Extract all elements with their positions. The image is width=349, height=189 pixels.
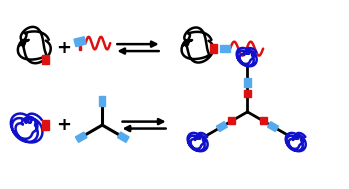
Polygon shape xyxy=(118,132,129,142)
Bar xyxy=(79,46,81,50)
Text: +: + xyxy=(56,39,71,57)
Bar xyxy=(42,120,49,130)
Bar xyxy=(43,55,50,64)
Bar xyxy=(244,90,251,97)
Polygon shape xyxy=(75,132,87,142)
Bar xyxy=(228,117,235,124)
Polygon shape xyxy=(99,96,105,106)
Polygon shape xyxy=(216,122,227,132)
Polygon shape xyxy=(74,37,86,47)
Bar xyxy=(210,44,217,53)
Text: +: + xyxy=(56,116,71,134)
Bar xyxy=(260,117,267,124)
Polygon shape xyxy=(244,78,251,87)
Bar xyxy=(220,45,230,53)
Polygon shape xyxy=(268,122,279,132)
